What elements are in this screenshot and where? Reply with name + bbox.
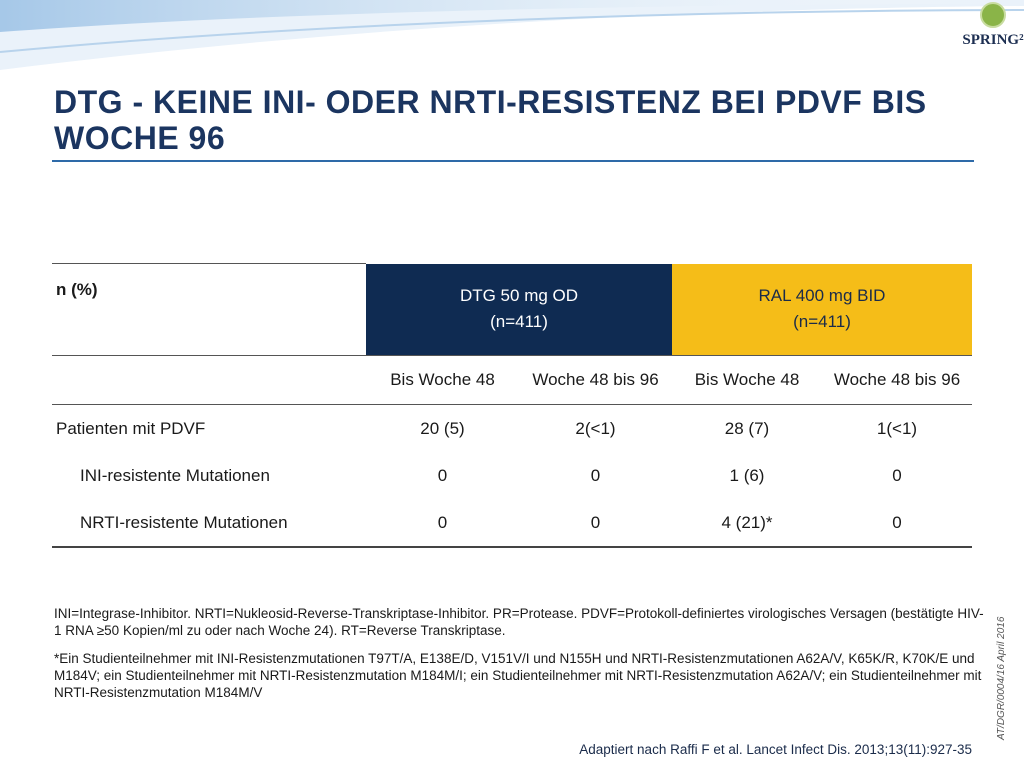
table-cell: 1(<1) — [876, 418, 918, 438]
table-cell: 28 (7) — [724, 418, 770, 438]
source-citation: Adaptiert nach Raffi F et al. Lancet Inf… — [579, 742, 972, 757]
table-cell: 0 — [519, 499, 672, 548]
ral-group-name: RAL 400 mg BID — [758, 286, 886, 306]
leaf-icon — [980, 2, 1006, 28]
dtg-group-n: (n=411) — [490, 312, 548, 332]
row-label: INI-resistente Mutationen — [80, 465, 270, 485]
subheader-cell: Bis Woche 48 — [672, 355, 822, 405]
dtg-group-name: DTG 50 mg OD — [459, 286, 579, 306]
page-title: DTG - KEINE INI- ODER NRTI-RESISTENZ BEI… — [54, 84, 927, 156]
resistance-table: n (%) DTG 50 mg OD (n=411) RAL 400 mg BI… — [52, 263, 972, 548]
table-row: Patienten mit PDVF 20 (5) 2(<1) 28 (7) 1… — [52, 405, 972, 453]
table-cell: 4 (21)* — [672, 499, 822, 548]
table-cell: 20 (5) — [420, 418, 465, 438]
row-label: NRTI-resistente Mutationen — [52, 499, 366, 548]
subheader-cell: Woche 48 bis 96 — [822, 355, 972, 405]
asterisk-note: *Ein Studienteilnehmer mit INI-Resistenz… — [54, 651, 982, 700]
ral-group-header: RAL 400 mg BID (n=411) — [672, 263, 972, 356]
title-underline — [52, 160, 974, 162]
table-cell: 0 — [437, 465, 448, 485]
table-row: NRTI-resistente Mutationen 0 0 4 (21)* 0 — [52, 499, 972, 548]
header-swoosh-background — [0, 0, 1024, 70]
row-label: Patienten mit PDVF — [56, 418, 206, 438]
spring-logo: SPRING² — [962, 2, 1024, 60]
logo-text: SPRING² — [962, 32, 1024, 48]
ral-group-n: (n=411) — [793, 312, 851, 332]
table-cell: 1 (6) — [729, 465, 765, 485]
table-cell: 2(<1) — [575, 418, 616, 438]
subheader-cell: Bis Woche 48 — [366, 355, 519, 405]
table-subheader-row: Bis Woche 48 Woche 48 bis 96 Bis Woche 4… — [52, 355, 972, 405]
subheader-empty — [52, 355, 366, 405]
table-cell: 0 — [892, 465, 902, 485]
dtg-group-header: DTG 50 mg OD (n=411) — [366, 263, 672, 356]
footnotes: INI=Integrase-Inhibitor. NRTI=Nukleosid-… — [54, 605, 989, 701]
table-cell: 0 — [822, 499, 972, 548]
abbreviation-note: INI=Integrase-Inhibitor. NRTI=Nukleosid-… — [54, 606, 984, 638]
stub-header: n (%) — [52, 263, 366, 356]
table-row: INI-resistente Mutationen 0 0 1 (6) 0 — [52, 452, 972, 499]
document-code: AT/DGR/0004/16 April 2016 — [996, 616, 1007, 740]
table-group-header-row: n (%) DTG 50 mg OD (n=411) RAL 400 mg BI… — [52, 263, 972, 356]
table-cell: 0 — [366, 499, 519, 548]
subheader-cell: Woche 48 bis 96 — [519, 355, 672, 405]
table-cell: 0 — [590, 465, 601, 485]
